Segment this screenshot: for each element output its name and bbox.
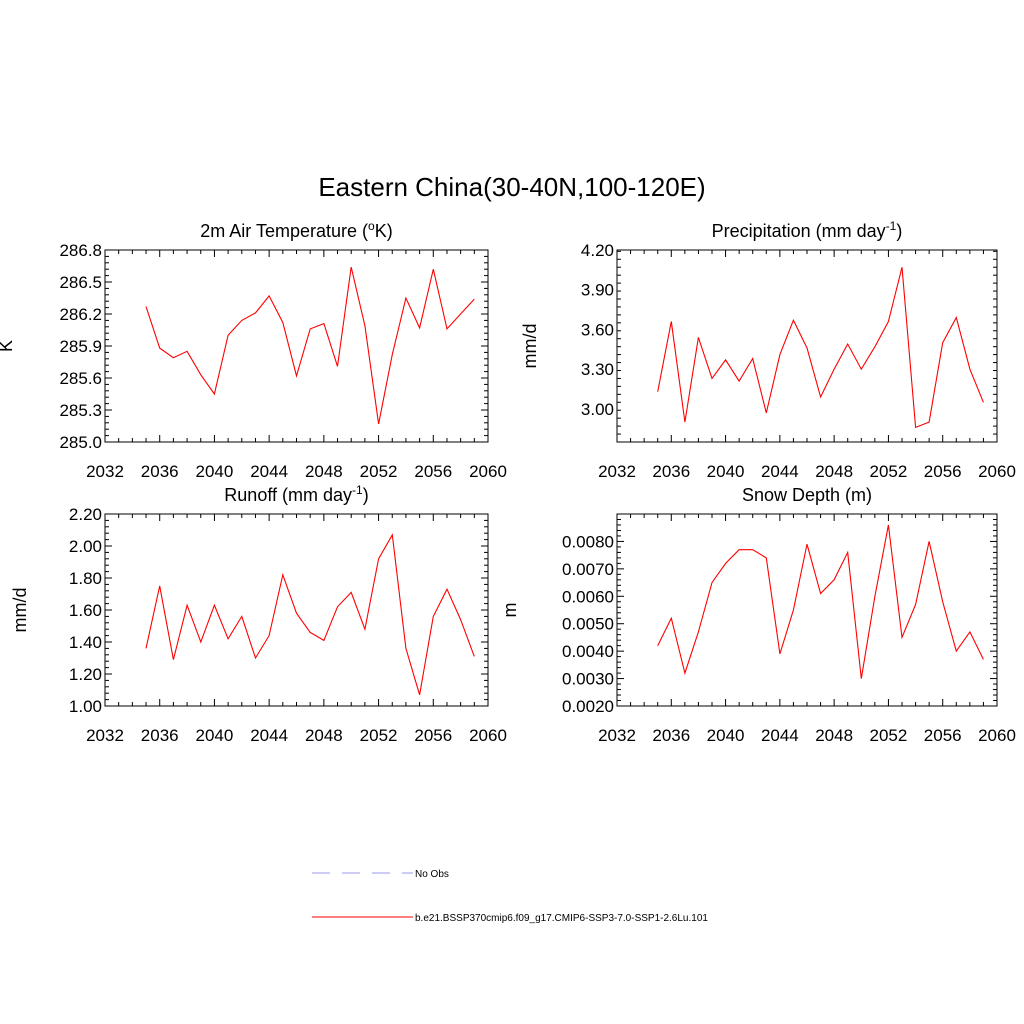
series-line [657,267,984,429]
y-tick-label: 3.30 [581,360,614,379]
panel-title-text: Runoff (mm day [224,485,352,505]
x-tick-label: 2040 [707,462,745,481]
y-tick-label: 3.60 [581,320,614,339]
y-tick-label: 1.20 [69,665,102,684]
y-tick-label: 1.40 [69,633,102,652]
y-tick-label: 0.0060 [562,587,614,606]
plot-frame [616,249,998,443]
panel-title-text: Precipitation (mm day [712,221,886,241]
panel-title: Precipitation (mm day-1) [712,219,903,241]
legend-label: b.e21.BSSP370cmip6.f09_g17.CMIP6-SSP3-7.… [415,913,708,924]
x-tick-label: 2032 [86,462,124,481]
panel-title-suffix: K) [375,221,393,241]
series-line [145,266,475,425]
x-tick-label: 2056 [924,726,962,745]
panel-3: 2032 2036 2040 2044 2048 2052 2056 2060 1.00 1.20… [10,483,507,745]
y-tick-label: 0.0040 [562,642,614,661]
x-tick-label: 2040 [707,726,745,745]
x-tick-label: 2036 [141,726,179,745]
x-tick-label: 2044 [250,462,288,481]
x-tick-label: 2060 [469,726,507,745]
x-tick-label: 2032 [598,462,636,481]
x-tick-label: 2036 [652,726,690,745]
x-tick-label: 2040 [196,726,234,745]
panel-4: 2032 2036 2040 2044 2048 2052 2056 2060 0.0020 0.… [500,485,1016,745]
x-tick-label: 2056 [414,726,452,745]
y-tick-label: 1.00 [69,697,102,716]
y-axis-label: K [0,340,16,352]
x-tick-label: 2052 [870,462,908,481]
panels: 2032 2036 2040 2044 2048 2052 2056 2060 285.0 285… [0,219,1016,745]
legend: No Obs b.e21.BSSP370cmip6.f09_g17.CMIP6-S… [312,869,708,924]
y-tick-label: 1.60 [69,601,102,620]
x-tick-label: 2048 [815,462,853,481]
y-tick-label: 2.00 [69,537,102,556]
x-tick-label: 2060 [978,726,1016,745]
y-axis-label: mm/d [520,324,540,369]
panel-title-text: 2m Air Temperature ( [200,221,368,241]
x-tick-label: 2036 [141,462,179,481]
plot-frame [616,513,998,707]
x-tick-label: 2048 [815,726,853,745]
panel-title-suffix: ) [896,221,902,241]
y-axis-label: m [500,603,520,618]
y-tick-label: 285.9 [59,337,102,356]
panel-1: 2032 2036 2040 2044 2048 2052 2056 2060 285.0 285… [0,219,507,481]
panel-2: 2032 2036 2040 2044 2048 2052 2056 2060 3.00 3.30… [520,219,1016,481]
y-tick-label: 0.0070 [562,560,614,579]
y-tick-label: 0.0050 [562,615,614,634]
x-tick-label: 2040 [196,462,234,481]
x-tick-label: 2032 [86,726,124,745]
y-axis-label: mm/d [10,588,30,633]
y-tick-label: 0.0080 [562,532,614,551]
figure-title: Eastern China(30-40N,100-120E) [318,172,705,202]
x-tick-label: 2052 [360,462,398,481]
y-tick-label: 0.0020 [562,697,614,716]
x-tick-label: 2052 [360,726,398,745]
y-tick-label: 2.20 [69,505,102,524]
x-tick-label: 2052 [870,726,908,745]
panel-title-text: Snow Depth (m) [742,485,872,505]
x-tick-label: 2056 [414,462,452,481]
y-tick-label: 4.20 [581,241,614,260]
y-tick-label: 0.0030 [562,670,614,689]
y-tick-label: 286.2 [59,305,102,324]
series-line [145,533,475,695]
panel-title-superscript: o [368,219,375,233]
x-tick-label: 2044 [250,726,288,745]
series-line [657,524,984,679]
x-tick-label: 2044 [761,462,799,481]
panel-title: 2m Air Temperature (oK) [200,219,392,241]
x-tick-label: 2048 [305,462,343,481]
y-tick-label: 3.00 [581,400,614,419]
x-tick-label: 2056 [924,462,962,481]
x-tick-label: 2060 [469,462,507,481]
y-tick-label: 1.80 [69,569,102,588]
legend-label: No Obs [415,869,449,880]
y-tick-label: 285.0 [59,433,102,452]
x-tick-label: 2060 [978,462,1016,481]
panel-title-superscript: -1 [886,219,897,233]
x-tick-label: 2044 [761,726,799,745]
x-tick-label: 2048 [305,726,343,745]
panel-title: Snow Depth (m) [742,485,872,505]
y-tick-label: 3.90 [581,281,614,300]
panel-title-superscript: -1 [352,483,363,497]
y-tick-label: 286.8 [59,241,102,260]
y-tick-label: 285.6 [59,369,102,388]
plot-frame [104,513,489,707]
y-tick-label: 285.3 [59,401,102,420]
x-tick-label: 2036 [652,462,690,481]
panel-title-suffix: ) [363,485,369,505]
x-tick-label: 2032 [598,726,636,745]
panel-title: Runoff (mm day-1) [224,483,368,505]
y-tick-label: 286.5 [59,273,102,292]
